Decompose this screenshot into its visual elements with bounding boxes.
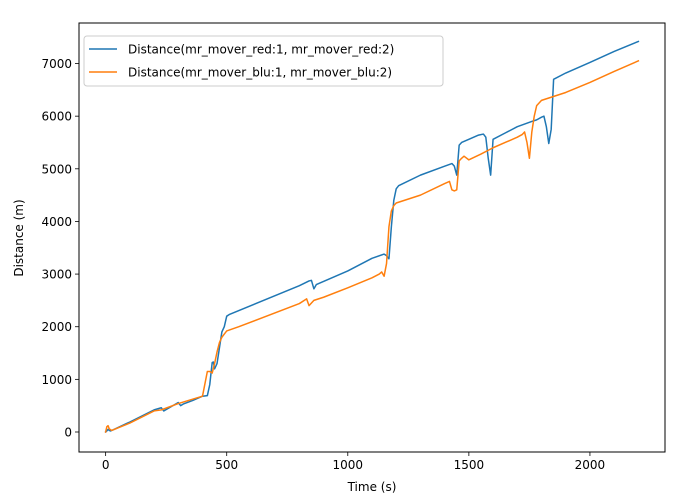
- series-line-1: [104, 40, 640, 434]
- y-tick-label: 0: [64, 425, 72, 439]
- x-tick-label: 1000: [333, 458, 364, 472]
- y-tick-label: 5000: [41, 162, 72, 176]
- x-axis-ticks: 0 500 1000 1500 2000: [102, 452, 605, 472]
- y-tick-label: 4000: [41, 215, 72, 229]
- x-axis-title: Time (s): [347, 480, 397, 494]
- plot-area: [79, 23, 665, 452]
- y-tick-label: 2000: [41, 320, 72, 334]
- series-layer: [104, 40, 640, 434]
- y-tick-label: 6000: [41, 110, 72, 124]
- y-axis-ticks: 0 1000 2000 3000 4000 5000 6000 7000: [41, 57, 79, 439]
- y-tick-label: 3000: [41, 268, 72, 282]
- series-line-2: [104, 59, 640, 433]
- y-axis-title: Distance (m): [12, 199, 26, 276]
- y-tick-label: 7000: [41, 57, 72, 71]
- x-tick-label: 0: [102, 458, 110, 472]
- x-tick-label: 2000: [575, 458, 606, 472]
- legend: Distance(mr_mover_red:1, mr_mover_red:2)…: [83, 35, 444, 87]
- y-tick-label: 1000: [41, 373, 72, 387]
- plot-frame: [78, 22, 666, 453]
- legend-box: [83, 35, 444, 87]
- x-tick-label: 500: [215, 458, 238, 472]
- x-tick-label: 1500: [454, 458, 485, 472]
- legend-label-series-2: Distance(mr_mover_blu:1, mr_mover_blu:2): [128, 66, 392, 80]
- legend-label-series-1: Distance(mr_mover_red:1, mr_mover_red:2): [128, 43, 394, 57]
